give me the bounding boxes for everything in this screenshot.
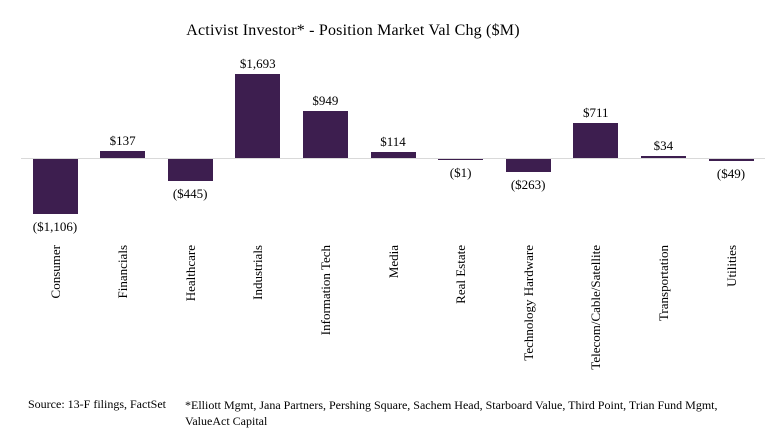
bar-media bbox=[370, 152, 416, 158]
chart-title: Activist Investor* - Position Market Val… bbox=[186, 22, 520, 39]
category-label: Consumer bbox=[47, 245, 63, 299]
bar-technology-hardware bbox=[505, 159, 551, 172]
category-label: Healthcare bbox=[182, 245, 198, 302]
bar-information-tech bbox=[302, 111, 348, 158]
bar-healthcare bbox=[167, 159, 213, 181]
bar-value-label: ($263) bbox=[510, 177, 546, 192]
bar-value-label: ($1,106) bbox=[32, 219, 78, 234]
bar-industrials bbox=[235, 74, 281, 158]
bar-utilities bbox=[708, 159, 754, 161]
category-label: Media bbox=[385, 245, 401, 279]
bar-value-label: $114 bbox=[380, 134, 406, 149]
category-label: Telecom/Cable/Satellite bbox=[588, 245, 604, 370]
bar-consumer bbox=[32, 159, 78, 214]
bar-real-estate bbox=[438, 159, 484, 160]
bar-value-label: $34 bbox=[653, 138, 674, 153]
bar-value-label: ($445) bbox=[172, 186, 208, 201]
category-label: Transportation bbox=[655, 245, 671, 322]
bar-value-label: ($49) bbox=[716, 166, 746, 181]
bar-transportation bbox=[640, 156, 686, 158]
category-label: Real Estate bbox=[453, 245, 469, 304]
bar-value-label: $711 bbox=[583, 105, 609, 120]
category-label: Information Tech bbox=[317, 245, 333, 336]
bar-value-label: $1,693 bbox=[239, 56, 276, 71]
bar-telecom-cable-satellite bbox=[573, 123, 619, 158]
bar-value-label: $137 bbox=[109, 133, 136, 148]
category-label: Utilities bbox=[723, 245, 739, 287]
bar-value-label: $949 bbox=[312, 93, 339, 108]
footnote: *Elliott Mgmt, Jana Partners, Pershing S… bbox=[185, 398, 718, 428]
category-label: Industrials bbox=[250, 245, 266, 300]
bar-value-label: ($1) bbox=[449, 165, 472, 180]
source-note: Source: 13-F filings, FactSet bbox=[28, 397, 166, 411]
category-label: Financials bbox=[115, 245, 131, 299]
x-axis-baseline bbox=[21, 158, 765, 159]
category-label: Technology Hardware bbox=[520, 245, 536, 361]
bar-financials bbox=[100, 151, 146, 158]
